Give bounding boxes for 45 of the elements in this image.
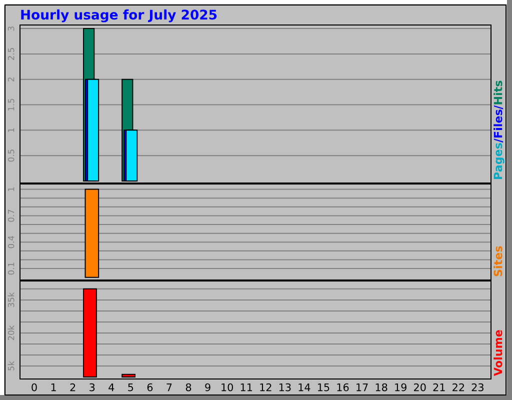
x-tick-label: 4 [108, 383, 114, 392]
x-tick-label: 8 [186, 383, 192, 392]
x-tick-label: 21 [433, 383, 445, 392]
text: Volume [494, 330, 502, 376]
text: Files [494, 110, 502, 138]
text: Sites [494, 246, 502, 276]
x-tick-label: 18 [376, 383, 388, 392]
x-tick-label: 16 [337, 383, 349, 392]
x-tick-label: 2 [70, 383, 76, 392]
x-tick-label: 1 [51, 383, 56, 392]
x-tick-label: 15 [318, 383, 330, 392]
y-tick-label: 5k [8, 360, 14, 370]
y-tick-label: 0.7 [8, 210, 14, 222]
y-tick-label: 35k [8, 292, 14, 308]
y-tick-label: 0.4 [8, 236, 14, 248]
text: Pages [494, 143, 504, 179]
y-tick-label: 1 [8, 128, 14, 132]
y-tick-label: 0.5 [8, 150, 14, 162]
x-tick-label: 7 [166, 383, 172, 392]
y-tick-label: 2 [8, 78, 14, 82]
y-tick-label: 1 [8, 187, 14, 192]
y-tick-label: 0.1 [8, 262, 14, 275]
x-tick-label: 17 [356, 383, 368, 392]
text: / [494, 138, 504, 143]
x-tick-label: 13 [279, 383, 291, 392]
y-tick-label: 2.5 [8, 48, 14, 60]
x-tick-label: 0 [32, 383, 37, 392]
x-tick-label: 19 [395, 383, 406, 392]
x-tick-label: 6 [147, 383, 153, 392]
x-tick-label: 5 [128, 383, 134, 392]
x-tick-label: 11 [240, 383, 252, 392]
y-tick-label: 1.5 [8, 98, 14, 110]
x-tick-label: 23 [472, 383, 484, 392]
text: / [494, 105, 504, 110]
chart-title: Hourly usage for July 2025 [21, 9, 217, 22]
x-tick-label: 22 [452, 383, 464, 392]
x-tick-label: 20 [414, 383, 426, 392]
y-tick-label: 20k [8, 325, 14, 340]
x-tick-label: 10 [222, 383, 233, 392]
x-tick-label: 3 [90, 383, 95, 392]
y-tick-label: 3 [8, 26, 14, 31]
x-tick-label: 9 [205, 383, 210, 392]
text: Hits [494, 80, 502, 104]
x-tick-label: 14 [298, 383, 310, 392]
x-tick-label: 12 [260, 383, 272, 392]
